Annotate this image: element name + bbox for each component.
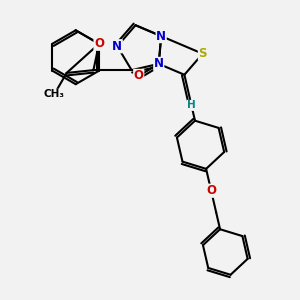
Text: O: O	[94, 37, 104, 50]
Text: O: O	[134, 69, 144, 82]
Text: H: H	[187, 100, 196, 110]
Text: O: O	[206, 184, 216, 197]
Text: N: N	[156, 30, 166, 43]
Text: N: N	[154, 57, 164, 70]
Text: CH₃: CH₃	[44, 89, 65, 99]
Text: N: N	[112, 40, 122, 53]
Text: S: S	[198, 47, 207, 60]
